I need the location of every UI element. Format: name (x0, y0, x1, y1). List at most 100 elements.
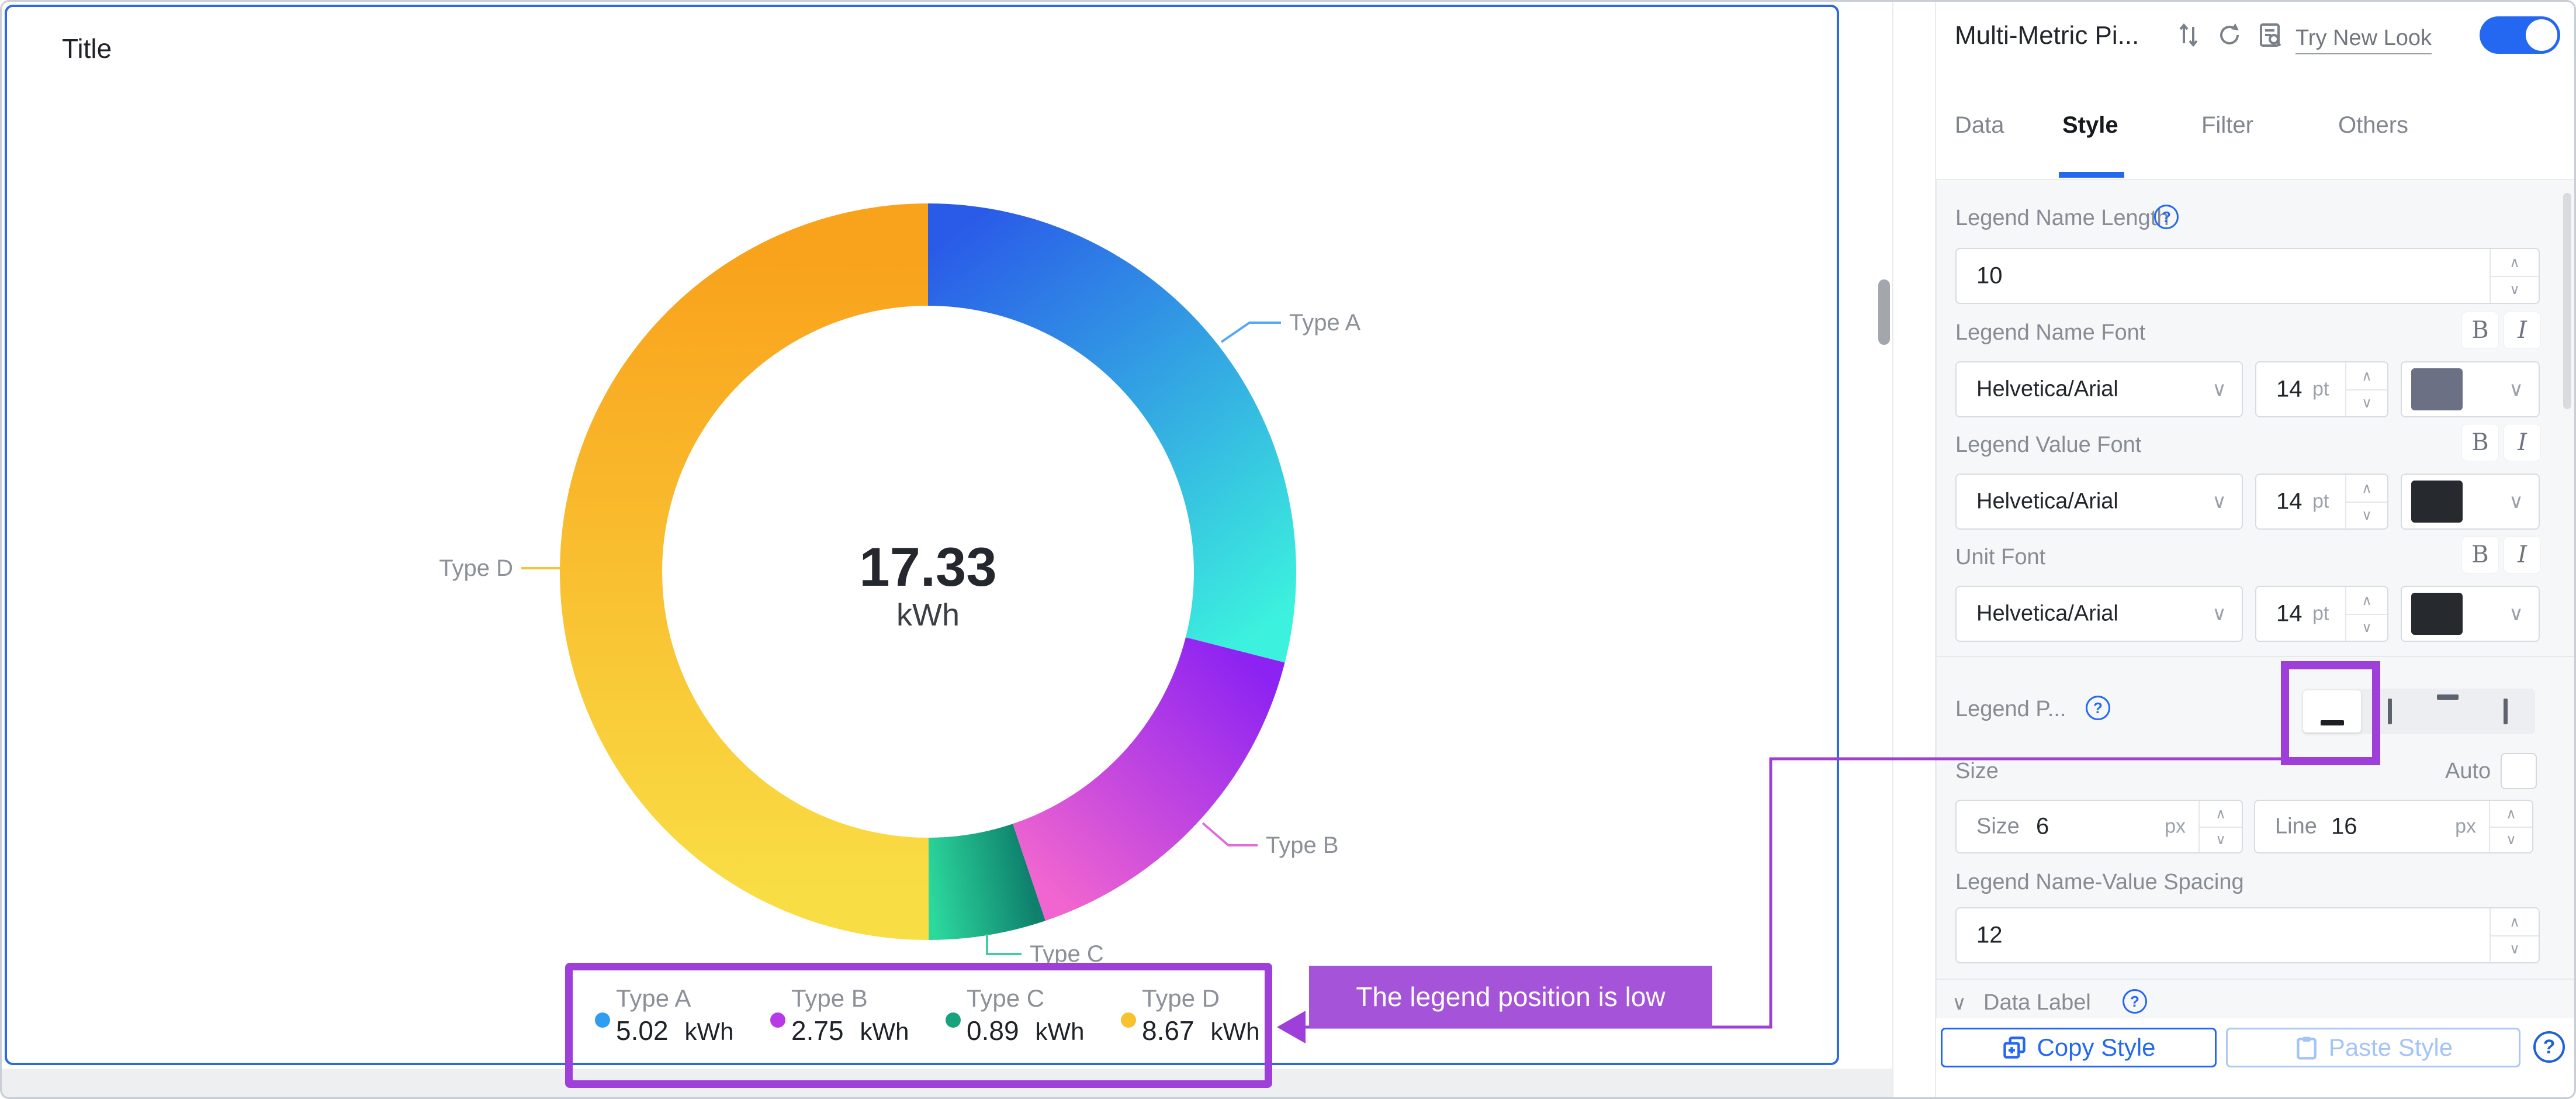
legend-dot-icon (595, 1012, 610, 1028)
legend-position-option-bottom[interactable] (2303, 690, 2361, 732)
legend-item-value: 2.75 kWh (791, 1015, 909, 1046)
data-label-help-icon[interactable]: ? (2123, 989, 2147, 1014)
font-family-value: Helvetica/Arial (1976, 601, 2118, 626)
font-size-stepper[interactable]: ∧ ∨ (2345, 587, 2387, 641)
tab-others[interactable]: Others (2338, 112, 2409, 138)
size-section-label: Size (1955, 759, 1999, 783)
callout-line (1220, 322, 1281, 343)
legend-highlight-box (565, 963, 1272, 1088)
donut-center-value: 17.33 (859, 536, 997, 597)
sidebar-left-border (1935, 0, 1936, 1099)
spacing-input[interactable]: 12 ∧ ∨ (1955, 907, 2540, 963)
legend-dot-icon (946, 1012, 961, 1028)
legend-name-font-family-select[interactable]: Helvetica/Arial ∨ (1955, 361, 2243, 417)
legend-item-name: Type D (1142, 984, 1220, 1012)
font-size-stepper[interactable]: ∧ ∨ (2345, 362, 2387, 416)
legend-position-option-left[interactable] (2361, 689, 2419, 734)
copy-style-button[interactable]: Copy Style (1941, 1028, 2217, 1067)
bold-button[interactable]: B (2462, 312, 2498, 348)
italic-button[interactable]: I (2504, 537, 2540, 573)
legend-item-value: 0.89 kWh (967, 1015, 1085, 1046)
italic-button[interactable]: I (2504, 424, 2540, 461)
size-stepper[interactable]: ∧ ∨ (2198, 801, 2242, 852)
chart-title: Title (62, 33, 112, 64)
callout-line (1202, 822, 1258, 846)
legend-name-font-color-picker[interactable]: ∨ (2401, 361, 2540, 417)
donut-center-unit: kWh (896, 597, 960, 633)
font-family-value: Helvetica/Arial (1976, 376, 2118, 402)
tab-style[interactable]: Style (2062, 112, 2118, 138)
spacing-value: 12 (1976, 922, 2003, 948)
tab-filter[interactable]: Filter (2201, 112, 2253, 138)
unit-font-family-select[interactable]: Helvetica/Arial ∨ (1955, 586, 2243, 642)
sort-icon[interactable] (2175, 21, 2203, 49)
line-input-label: Line (2275, 814, 2317, 839)
font-family-value: Helvetica/Arial (1976, 489, 2118, 514)
legend-name-length-help-icon[interactable]: ? (2154, 205, 2179, 229)
pie-slice-type-d[interactable] (559, 203, 929, 941)
unit-font-size-input[interactable]: 14 pt ∧ ∨ (2255, 586, 2388, 642)
try-new-look-link[interactable]: Try New Look (2295, 26, 2432, 54)
bold-button[interactable]: B (2462, 537, 2498, 573)
sidebar-scrollbar-thumb[interactable] (2563, 193, 2571, 409)
collapse-chevron-icon[interactable]: ∨ (1952, 992, 1966, 1014)
unit-font-color-picker[interactable]: ∨ (2401, 586, 2540, 642)
legend-item-type-b[interactable]: Type B 2.75 kWh (770, 984, 937, 1050)
font-size-value: 14 (2276, 600, 2303, 627)
legend-position-option-right[interactable] (2477, 689, 2535, 734)
legend-name-length-value: 10 (1976, 262, 2003, 289)
spacing-stepper[interactable]: ∧ ∨ (2490, 908, 2539, 962)
legend-value-font-size-input[interactable]: 14 pt ∧ ∨ (2255, 474, 2388, 530)
new-look-toggle[interactable] (2480, 16, 2560, 54)
data-label-section-label: Data Label (1983, 990, 2091, 1015)
paste-style-label: Paste Style (2328, 1034, 2453, 1061)
auto-checkbox[interactable] (2501, 753, 2537, 789)
canvas-scrollbar-thumb[interactable] (1878, 279, 1890, 345)
slice-callout-label: Type A (1289, 310, 1361, 336)
legend-value-font-family-select[interactable]: Helvetica/Arial ∨ (1955, 474, 2243, 530)
line-input[interactable]: Line 16 px ∧ ∨ (2254, 800, 2533, 853)
query-log-icon[interactable] (2256, 21, 2284, 49)
help-icon[interactable]: ? (2533, 1031, 2565, 1063)
section-divider (1937, 656, 2576, 657)
refresh-icon[interactable] (2215, 21, 2243, 49)
legend-name-length-label: Legend Name Length (1955, 206, 2169, 230)
font-size-unit: pt (2312, 378, 2329, 400)
legend-top-icon (2437, 694, 2459, 700)
italic-button[interactable]: I (2504, 312, 2540, 348)
size-input[interactable]: Size 6 px ∧ ∨ (1955, 800, 2243, 853)
chevron-down-icon: ∨ (2509, 490, 2523, 513)
legend-name-font-label: Legend Name Font (1955, 320, 2146, 345)
bold-button[interactable]: B (2462, 424, 2498, 461)
legend-item-type-d[interactable]: Type D 8.67 kWh (1121, 984, 1288, 1050)
legend-position-option-top[interactable] (2419, 689, 2477, 734)
size-input-unit: px (2165, 815, 2186, 838)
donut-center-text: 17.33 kWh (782, 538, 1074, 634)
pie-slice-type-b[interactable] (1013, 637, 1285, 921)
legend-name-length-stepper[interactable]: ∧ ∨ (2490, 249, 2539, 303)
tab-data[interactable]: Data (1955, 112, 2004, 138)
spacing-label: Legend Name-Value Spacing (1955, 870, 2244, 894)
legend-name-length-input[interactable]: 10 ∧ ∨ (1955, 248, 2540, 304)
pie-slice-type-a[interactable] (928, 203, 1296, 663)
legend-item-type-c[interactable]: Type C 0.89 kWh (946, 984, 1113, 1050)
toggle-knob (2526, 19, 2557, 51)
legend-value-font-color-picker[interactable]: ∨ (2401, 474, 2540, 530)
section-divider (1937, 979, 2576, 980)
legend-name-font-size-input[interactable]: 14 pt ∧ ∨ (2255, 361, 2388, 417)
legend-item-type-a[interactable]: Type A 5.02 kWh (595, 984, 762, 1050)
pie-slice-type-c[interactable] (928, 824, 1045, 940)
color-swatch (2411, 368, 2463, 410)
line-input-value: 16 (2331, 813, 2357, 839)
line-stepper[interactable]: ∧ ∨ (2489, 801, 2532, 852)
legend-position-help-icon[interactable]: ? (2086, 696, 2110, 720)
font-size-value: 14 (2276, 376, 2303, 402)
font-size-stepper[interactable]: ∧ ∨ (2345, 475, 2387, 528)
auto-label: Auto (2445, 759, 2491, 783)
chevron-down-icon: ∨ (2509, 378, 2523, 400)
slice-callout-label: Type B (1266, 832, 1339, 858)
paste-style-button[interactable]: Paste Style (2226, 1028, 2520, 1067)
legend-dot-icon (770, 1012, 785, 1028)
line-input-unit: px (2455, 815, 2476, 838)
